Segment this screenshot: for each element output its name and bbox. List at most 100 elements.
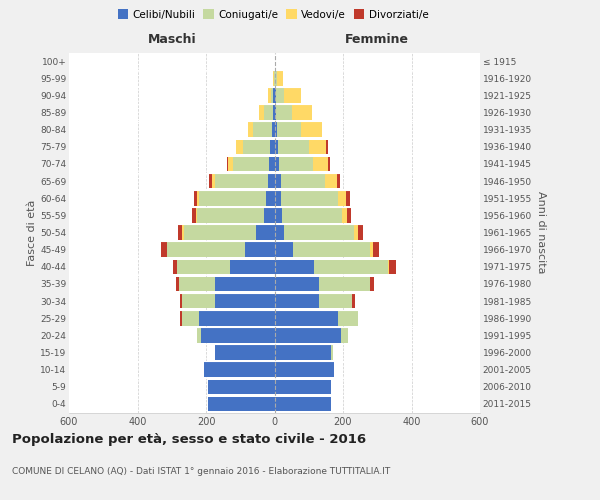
Bar	[276, 105, 292, 120]
Bar	[181, 311, 182, 326]
Bar	[248, 122, 253, 137]
Bar	[212, 174, 215, 188]
Bar	[370, 276, 374, 291]
Bar	[293, 242, 370, 257]
Bar	[273, 71, 274, 86]
Bar	[274, 88, 275, 102]
Bar	[215, 174, 268, 188]
Bar	[264, 105, 273, 120]
Bar	[268, 174, 275, 188]
Bar	[181, 294, 182, 308]
Bar	[271, 140, 275, 154]
Bar	[292, 105, 312, 120]
Bar	[370, 242, 373, 257]
Bar	[342, 208, 347, 222]
Bar	[245, 242, 275, 257]
Bar	[347, 208, 350, 222]
Bar	[284, 88, 301, 102]
Bar	[197, 208, 264, 222]
Bar	[182, 225, 184, 240]
Bar	[182, 294, 215, 308]
Bar	[177, 260, 230, 274]
Bar	[278, 140, 309, 154]
Legend: Celibi/Nubili, Coniugati/e, Vedovi/e, Divorziati/e: Celibi/Nubili, Coniugati/e, Vedovi/e, Di…	[113, 5, 433, 24]
Bar	[309, 140, 326, 154]
Bar	[197, 328, 201, 342]
Bar	[178, 225, 182, 240]
Bar	[275, 294, 319, 308]
Bar	[275, 260, 314, 274]
Bar	[253, 122, 272, 137]
Bar	[161, 242, 167, 257]
Bar	[275, 122, 277, 137]
Bar	[275, 242, 293, 257]
Bar	[208, 380, 275, 394]
Bar	[278, 156, 313, 171]
Text: COMUNE DI CELANO (AQ) - Dati ISTAT 1° gennaio 2016 - Elaborazione TUTTITALIA.IT: COMUNE DI CELANO (AQ) - Dati ISTAT 1° ge…	[12, 468, 390, 476]
Bar	[230, 260, 275, 274]
Bar	[192, 208, 196, 222]
Bar	[201, 328, 275, 342]
Bar	[209, 174, 212, 188]
Bar	[277, 71, 283, 86]
Bar	[275, 328, 341, 342]
Bar	[275, 396, 331, 411]
Text: Maschi: Maschi	[148, 32, 196, 46]
Bar	[284, 225, 355, 240]
Bar	[275, 71, 277, 86]
Bar	[264, 208, 275, 222]
Bar	[388, 260, 389, 274]
Bar	[275, 380, 331, 394]
Bar	[196, 208, 197, 222]
Bar	[346, 191, 350, 206]
Bar	[272, 122, 275, 137]
Bar	[227, 156, 228, 171]
Bar	[275, 208, 282, 222]
Bar	[204, 362, 275, 377]
Bar	[215, 276, 275, 291]
Bar	[243, 140, 271, 154]
Bar	[389, 260, 396, 274]
Bar	[179, 276, 215, 291]
Bar	[256, 225, 275, 240]
Bar	[373, 242, 379, 257]
Bar	[275, 345, 331, 360]
Bar	[275, 225, 284, 240]
Bar	[328, 156, 330, 171]
Bar	[275, 362, 334, 377]
Bar	[314, 260, 388, 274]
Bar	[197, 191, 199, 206]
Bar	[176, 276, 179, 291]
Bar	[167, 242, 245, 257]
Bar	[338, 311, 358, 326]
Bar	[228, 156, 233, 171]
Bar	[301, 122, 322, 137]
Bar	[275, 311, 338, 326]
Bar	[331, 345, 333, 360]
Bar	[274, 71, 275, 86]
Y-axis label: Fasce di età: Fasce di età	[27, 200, 37, 266]
Bar	[271, 88, 274, 102]
Bar	[173, 260, 177, 274]
Bar	[182, 311, 199, 326]
Bar	[352, 294, 355, 308]
Bar	[275, 191, 281, 206]
Bar	[341, 328, 348, 342]
Bar	[208, 396, 275, 411]
Bar	[268, 88, 271, 102]
Bar	[275, 156, 278, 171]
Bar	[215, 345, 275, 360]
Bar	[273, 105, 275, 120]
Bar	[275, 105, 276, 120]
Bar	[277, 122, 301, 137]
Bar	[275, 276, 319, 291]
Bar	[337, 174, 340, 188]
Y-axis label: Anni di nascita: Anni di nascita	[536, 191, 546, 274]
Bar	[281, 174, 325, 188]
Bar	[326, 140, 328, 154]
Text: Femmine: Femmine	[345, 32, 409, 46]
Bar	[319, 276, 370, 291]
Bar	[358, 225, 363, 240]
Bar	[275, 88, 284, 102]
Bar	[319, 294, 352, 308]
